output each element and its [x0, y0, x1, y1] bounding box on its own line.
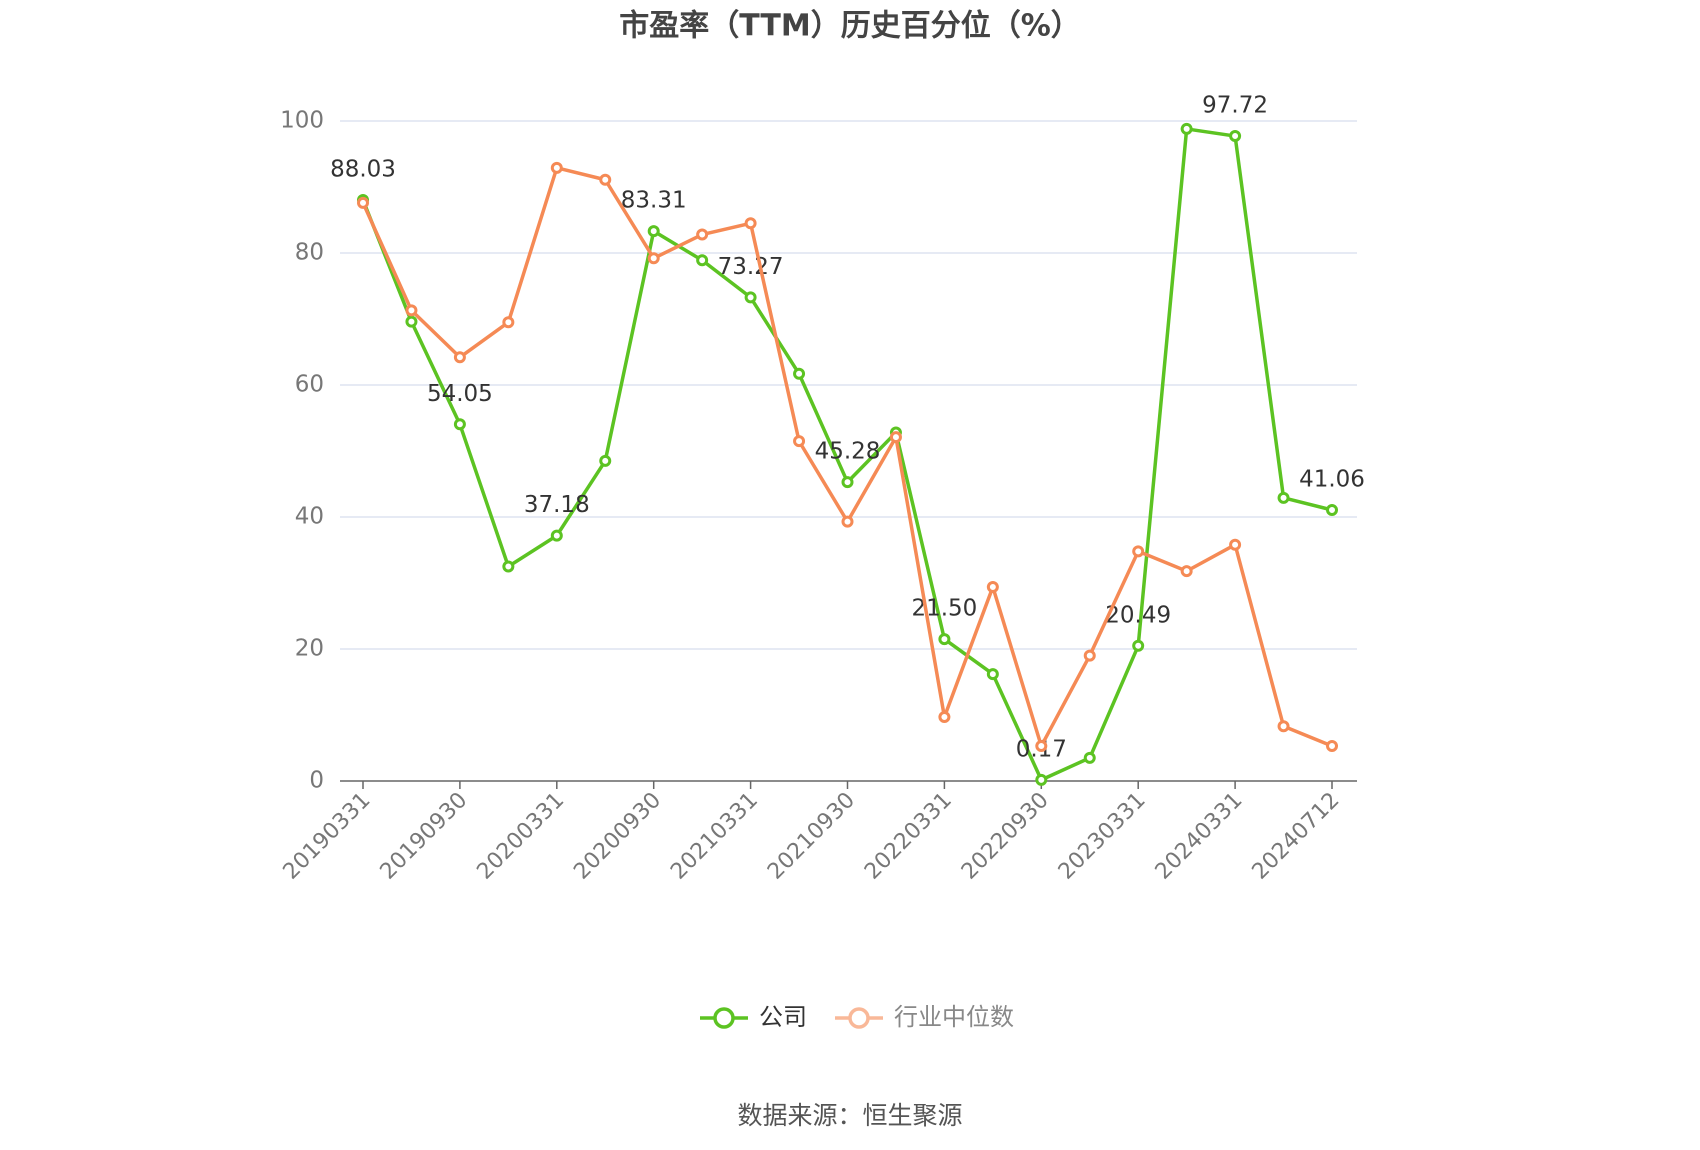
y-tick-label: 40: [295, 504, 324, 530]
data-label: 41.06: [1299, 467, 1365, 493]
data-label: 54.05: [427, 381, 493, 407]
legend-marker[interactable]: [848, 1007, 870, 1029]
y-tick-label: 0: [309, 768, 324, 794]
data-point: [986, 668, 999, 681]
data-point: [599, 173, 612, 186]
x-tick-label: 20210930: [763, 788, 860, 885]
legend-label[interactable]: 行业中位数: [894, 1003, 1014, 1031]
y-tick-label: 100: [280, 108, 324, 134]
data-label: 73.27: [718, 254, 784, 280]
data-label: 88.03: [330, 157, 396, 183]
data-point: [1326, 504, 1338, 517]
x-tick-label: 20190930: [376, 788, 473, 885]
data-point: [696, 254, 709, 267]
data-point: [1180, 565, 1193, 578]
data-point: [1132, 639, 1145, 652]
data-point: [647, 252, 660, 265]
data-point: [550, 529, 563, 542]
y-tick-label: 80: [295, 240, 324, 266]
y-tick-label: 20: [295, 636, 324, 662]
data-point: [1326, 740, 1338, 753]
data-point: [502, 316, 515, 329]
x-tick-label: 20220331: [860, 788, 957, 885]
data-point: [647, 225, 660, 238]
x-tick-label: 20200331: [472, 788, 569, 885]
data-point: [1035, 740, 1048, 753]
data-label: 97.72: [1202, 93, 1268, 119]
data-point: [938, 710, 951, 723]
data-point: [938, 633, 951, 646]
data-point: [793, 367, 806, 380]
data-label: 21.50: [911, 596, 977, 622]
data-point: [550, 161, 563, 174]
legend-label[interactable]: 公司: [759, 1003, 807, 1031]
x-tick-label: 20200930: [569, 788, 666, 885]
data-point: [889, 431, 902, 444]
data-point: [1277, 720, 1290, 733]
data-point: [744, 217, 757, 230]
data-point: [1229, 538, 1242, 551]
data-point: [1229, 130, 1242, 143]
legend-marker[interactable]: [713, 1007, 735, 1029]
data-point: [405, 304, 418, 317]
data-point: [453, 418, 466, 431]
data-point: [405, 315, 418, 328]
data-point: [841, 476, 854, 489]
data-point: [453, 351, 466, 364]
data-point: [841, 515, 854, 528]
data-point: [793, 435, 806, 448]
data-label: 45.28: [815, 439, 881, 465]
data-point: [696, 228, 709, 241]
data-point: [1132, 545, 1145, 558]
y-tick-label: 60: [295, 372, 324, 398]
data-point: [1180, 122, 1193, 135]
x-tick-label: 20240712: [1248, 788, 1345, 885]
data-point: [599, 454, 612, 467]
x-tick-label: 20210331: [666, 788, 763, 885]
x-tick-label: 20190331: [279, 788, 376, 885]
data-point: [744, 291, 757, 304]
data-label: 83.31: [621, 188, 687, 214]
data-label: 20.49: [1105, 602, 1171, 628]
data-point: [986, 580, 999, 593]
x-tick-label: 20240331: [1151, 788, 1248, 885]
data-point: [357, 196, 369, 209]
data-point: [1035, 773, 1048, 786]
chart-title: 市盈率（TTM）历史百分位（%）: [619, 9, 1081, 44]
data-point: [502, 560, 515, 573]
x-tick-label: 20220930: [957, 788, 1054, 885]
source-note: 数据来源：恒生聚源: [737, 1101, 962, 1130]
data-point: [1277, 491, 1290, 504]
data-point: [1083, 751, 1096, 764]
data-point: [1083, 649, 1096, 662]
x-tick-label: 20230331: [1054, 788, 1151, 885]
data-label: 37.18: [524, 492, 590, 518]
